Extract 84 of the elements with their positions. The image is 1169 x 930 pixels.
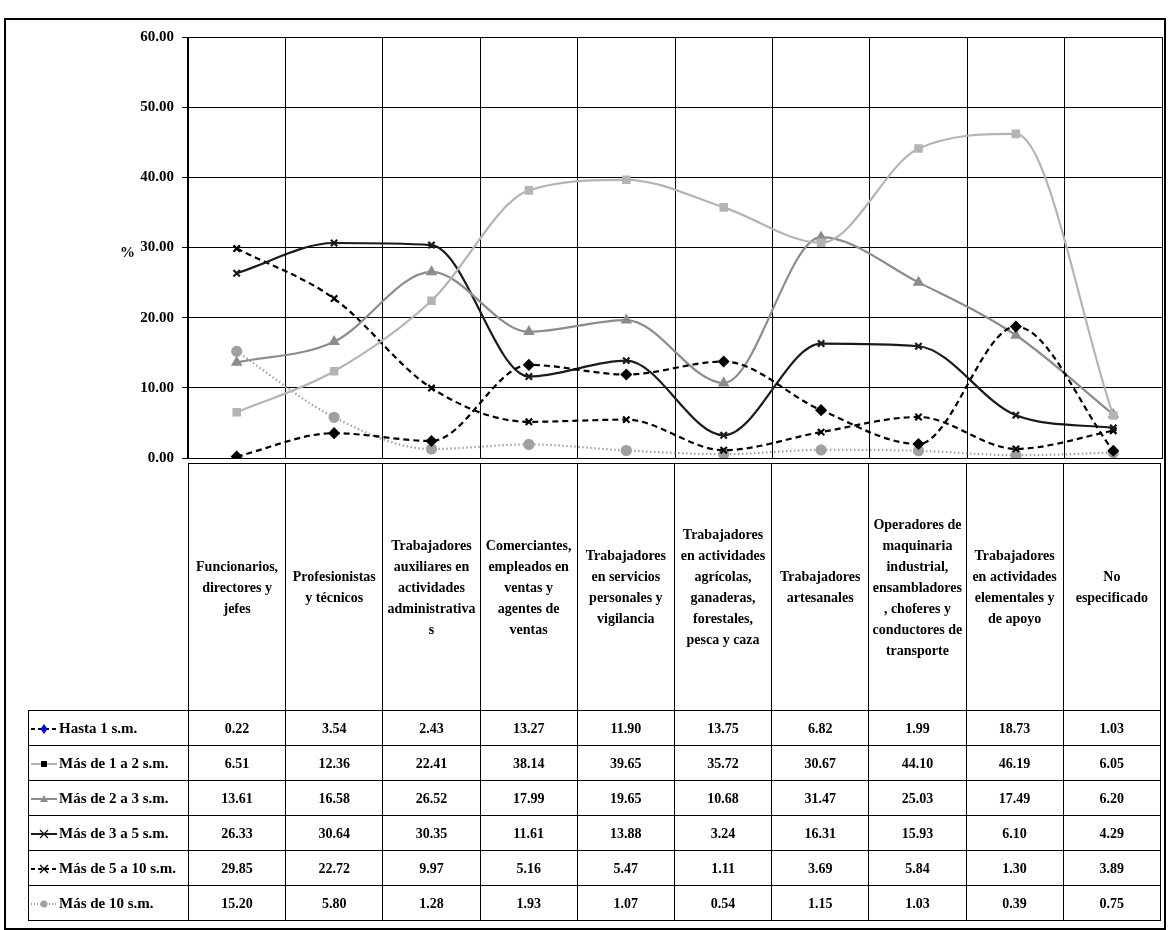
data-label: 11.61 bbox=[480, 815, 578, 851]
data-label: 6.82 bbox=[771, 710, 869, 746]
data-label: 1.03 bbox=[868, 885, 966, 921]
data-label: 46.19 bbox=[966, 745, 1064, 781]
data-label: 13.75 bbox=[674, 710, 772, 746]
data-label: 1.28 bbox=[382, 885, 481, 921]
data-label: 31.47 bbox=[771, 780, 869, 816]
data-label: 30.67 bbox=[771, 745, 869, 781]
data-label: 26.33 bbox=[188, 815, 286, 851]
data-label: 22.72 bbox=[285, 850, 383, 886]
data-label: 13.27 bbox=[480, 710, 578, 746]
data-label: 35.72 bbox=[674, 745, 772, 781]
x-tick-label: Trabajadores auxiliares en actividades administrativas bbox=[382, 463, 481, 711]
legend-label: Más de 2 a 3 s.m. bbox=[28, 780, 189, 816]
y-tick-label: 30.00 bbox=[140, 238, 174, 255]
y-tick-label: 60.00 bbox=[140, 27, 174, 44]
legend-label: Hasta 1 s.m. bbox=[28, 710, 189, 746]
data-label: 5.80 bbox=[285, 885, 383, 921]
data-label: 6.51 bbox=[188, 745, 286, 781]
data-label: 18.73 bbox=[966, 710, 1064, 746]
data-label: 1.07 bbox=[577, 885, 675, 921]
legend-label: Más de 5 a 10 s.m. bbox=[28, 850, 189, 886]
data-label: 26.52 bbox=[382, 780, 481, 816]
data-label: 39.65 bbox=[577, 745, 675, 781]
x-tick-label: No especificado bbox=[1063, 463, 1161, 711]
data-label: 6.20 bbox=[1063, 780, 1161, 816]
data-label: 1.15 bbox=[771, 885, 869, 921]
data-label: 13.88 bbox=[577, 815, 675, 851]
data-label: 19.65 bbox=[577, 780, 675, 816]
data-label: 25.03 bbox=[868, 780, 966, 816]
y-tick-label: 20.00 bbox=[140, 308, 174, 325]
data-label: 44.10 bbox=[868, 745, 966, 781]
x-tick-label: Comerciantes, empleados en ventas y agentes de ventas bbox=[480, 463, 578, 711]
data-label: 5.16 bbox=[480, 850, 578, 886]
data-label: 30.35 bbox=[382, 815, 481, 851]
data-label: 17.49 bbox=[966, 780, 1064, 816]
data-label: 30.64 bbox=[285, 815, 383, 851]
data-label: 1.03 bbox=[1063, 710, 1161, 746]
data-label: 1.11 bbox=[674, 850, 772, 886]
data-label: 0.39 bbox=[966, 885, 1064, 921]
legend-label: Más de 10 s.m. bbox=[28, 885, 189, 921]
x-tick-label: Funcionarios, directores y jefes bbox=[188, 463, 286, 711]
data-label: 17.99 bbox=[480, 780, 578, 816]
x-tick-label: Trabajadores en actividades agrícolas, ganaderas, forestales, pesca y caza bbox=[674, 463, 772, 711]
y-tick-label: 0.00 bbox=[147, 448, 174, 465]
data-label: 15.20 bbox=[188, 885, 286, 921]
data-label: 10.68 bbox=[674, 780, 772, 816]
y-tick-label: 50.00 bbox=[140, 98, 174, 115]
data-label: 12.36 bbox=[285, 745, 383, 781]
data-label: 0.22 bbox=[188, 710, 286, 746]
data-label: 3.89 bbox=[1063, 850, 1161, 886]
data-label: 15.93 bbox=[868, 815, 966, 851]
data-label: 22.41 bbox=[382, 745, 481, 781]
y-axis-title: % bbox=[120, 244, 135, 261]
data-label: 6.05 bbox=[1063, 745, 1161, 781]
data-label: 5.47 bbox=[577, 850, 675, 886]
data-label: 4.29 bbox=[1063, 815, 1161, 851]
data-label: 38.14 bbox=[480, 745, 578, 781]
x-tick-label: Operadores de maquinaria industrial, ensambladores, choferes y conductores de transporte bbox=[868, 463, 966, 711]
data-label: 29.85 bbox=[188, 850, 286, 886]
data-label: 0.54 bbox=[674, 885, 772, 921]
data-label: 3.24 bbox=[674, 815, 772, 851]
data-label: 11.90 bbox=[577, 710, 675, 746]
legend-label: Más de 3 a 5 s.m. bbox=[28, 815, 189, 851]
x-tick-label: Trabajadores artesanales bbox=[771, 463, 869, 711]
data-label: 5.84 bbox=[868, 850, 966, 886]
data-label: 1.99 bbox=[868, 710, 966, 746]
data-label: 2.43 bbox=[382, 710, 481, 746]
data-label: 0.75 bbox=[1063, 885, 1161, 921]
data-label: 3.54 bbox=[285, 710, 383, 746]
y-tick-label: 40.00 bbox=[140, 168, 174, 185]
data-label: 9.97 bbox=[382, 850, 481, 886]
data-label: 3.69 bbox=[771, 850, 869, 886]
x-tick-label: Profesionistas y técnicos bbox=[285, 463, 383, 711]
data-label: 1.93 bbox=[480, 885, 578, 921]
data-label: 6.10 bbox=[966, 815, 1064, 851]
data-label: 13.61 bbox=[188, 780, 286, 816]
x-tick-label: Trabajadores en servicios personales y vigilancia bbox=[577, 463, 675, 711]
data-label: 16.58 bbox=[285, 780, 383, 816]
data-label: 16.31 bbox=[771, 815, 869, 851]
data-label: 1.30 bbox=[966, 850, 1064, 886]
y-tick-label: 10.00 bbox=[140, 378, 174, 395]
legend-label: Más de 1 a 2 s.m. bbox=[28, 745, 189, 781]
x-tick-label: Trabajadores en actividades elementales y de apoyo bbox=[966, 463, 1064, 711]
